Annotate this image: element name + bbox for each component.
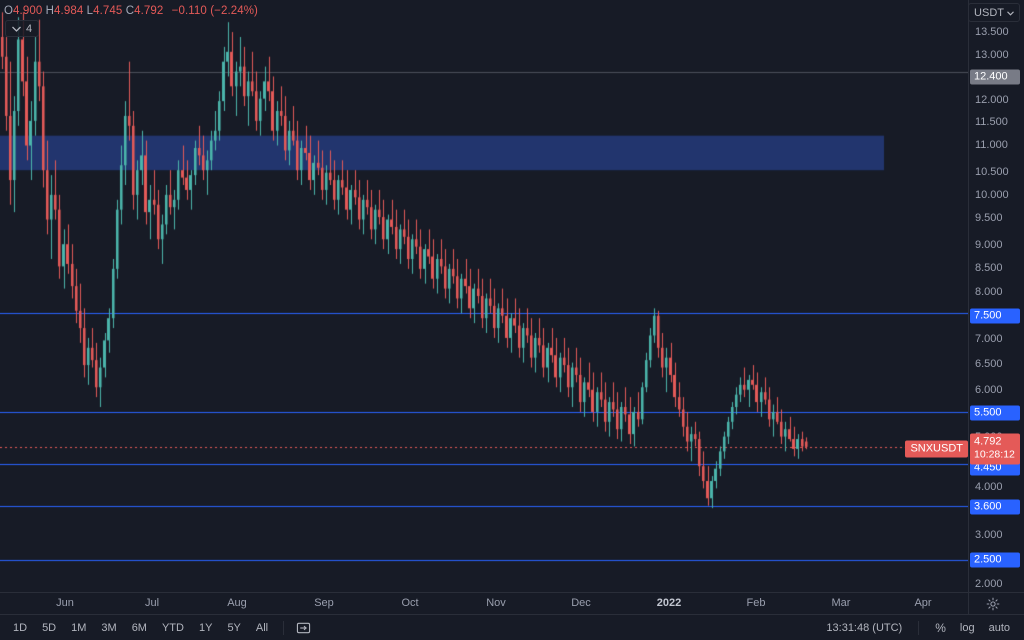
- candlestick-canvas[interactable]: [0, 0, 968, 592]
- time-tick: Jun: [56, 597, 74, 609]
- symbol-price-tag: SNXUSDT: [905, 440, 968, 458]
- currency-dropdown[interactable]: USDT: [968, 3, 1020, 22]
- price-level-badge[interactable]: 2.500: [970, 552, 1020, 568]
- crosshair-price-badge[interactable]: 12.400: [970, 69, 1020, 85]
- time-tick: Dec: [571, 597, 591, 609]
- current-price-value: 4.792: [974, 435, 1002, 448]
- time-tick: Sep: [314, 597, 334, 609]
- timeframe-button-1d[interactable]: 1D: [13, 621, 28, 634]
- time-tick: 2022: [656, 597, 682, 609]
- timeframe-button-ytd[interactable]: YTD: [161, 621, 184, 634]
- replay-icon[interactable]: [292, 619, 315, 637]
- price-tick: 4.000: [975, 481, 1003, 493]
- price-tick: 3.000: [975, 529, 1003, 541]
- timeframe-button-3m[interactable]: 3M: [101, 621, 117, 634]
- chart-pane[interactable]: O4.900 H4.984 L4.745 C4.792 −0.110 (−2.2…: [0, 0, 968, 592]
- gear-icon[interactable]: [986, 597, 1000, 611]
- log-scale-button[interactable]: log: [959, 621, 975, 634]
- current-price-badge[interactable]: 4.792 10:28:12: [970, 433, 1020, 465]
- currency-label: USDT: [974, 6, 1004, 19]
- timeframe-button-6m[interactable]: 6M: [131, 621, 147, 634]
- price-tick: 8.000: [975, 286, 1003, 298]
- timeframe-button-5d[interactable]: 5D: [42, 621, 57, 634]
- time-tick: Nov: [486, 597, 506, 609]
- price-tick: 12.000: [975, 94, 1009, 106]
- toolbar-divider-2: [918, 620, 920, 635]
- legend-collapse-button[interactable]: 4: [5, 20, 40, 37]
- time-tick: Feb: [746, 597, 766, 609]
- price-tick: 9.500: [975, 212, 1003, 224]
- price-tick: 9.000: [975, 239, 1003, 251]
- time-tick: Jul: [144, 597, 160, 609]
- price-tick: 6.000: [975, 384, 1003, 396]
- toolbar-right-group: 13:31:48 (UTC) % log auto: [820, 618, 1024, 638]
- chevron-down-icon: [1007, 7, 1014, 19]
- time-tick: Mar: [831, 597, 851, 609]
- time-tick: Aug: [227, 597, 247, 609]
- timeframe-button-all[interactable]: All: [255, 621, 269, 634]
- legend-collapse-count: 4: [26, 22, 33, 35]
- time-axis[interactable]: Jun Jul Aug Sep Oct Nov Dec 2022 Feb Mar Apr: [0, 592, 1024, 615]
- time-axis-separator: [968, 593, 969, 615]
- clock-label: 13:31:48 (UTC): [826, 621, 903, 634]
- bar-countdown: 10:28:12: [974, 448, 1015, 461]
- price-tick: 13.500: [975, 26, 1009, 38]
- toolbar-divider: [283, 620, 285, 635]
- price-tick: 11.000: [975, 139, 1008, 151]
- timeframe-group: 1D 5D 1M 3M 6M YTD 1Y 5Y All: [0, 619, 275, 637]
- price-tick: 10.000: [975, 189, 1009, 201]
- auto-scale-button[interactable]: auto: [988, 621, 1010, 634]
- percent-scale-button[interactable]: %: [935, 620, 946, 635]
- time-tick: Oct: [401, 597, 419, 609]
- price-tick: 10.500: [975, 166, 1009, 178]
- price-tick: 6.500: [975, 358, 1003, 370]
- timeframe-button-1y[interactable]: 1Y: [198, 621, 213, 634]
- timeframe-button-5y[interactable]: 5Y: [227, 621, 241, 634]
- timeframe-button-1m[interactable]: 1M: [71, 621, 87, 634]
- price-tick: 13.000: [975, 49, 1009, 61]
- price-tick: 2.000: [975, 578, 1003, 590]
- price-axis[interactable]: USDT 13.50013.00012.50012.00011.50011.00…: [968, 0, 1024, 592]
- price-level-badge[interactable]: 3.600: [970, 499, 1020, 515]
- price-tick: 8.500: [975, 262, 1003, 274]
- price-tick: 7.000: [975, 333, 1003, 345]
- bottom-toolbar: 1D 5D 1M 3M 6M YTD 1Y 5Y All 13:31:48 (UTC) % lo…: [0, 614, 1024, 640]
- price-level-badge[interactable]: 7.500: [970, 308, 1020, 324]
- price-level-badge[interactable]: 5.500: [970, 405, 1020, 421]
- price-tick: 11.500: [975, 116, 1008, 128]
- time-tick: Apr: [914, 597, 932, 609]
- chevron-down-icon: [12, 26, 21, 32]
